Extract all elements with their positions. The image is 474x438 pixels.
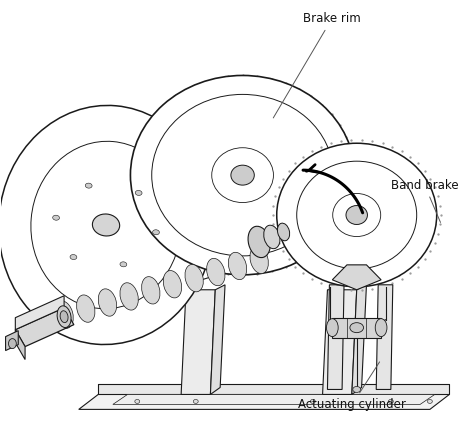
Ellipse shape [135, 399, 140, 403]
Ellipse shape [152, 95, 333, 256]
Ellipse shape [120, 283, 138, 310]
Ellipse shape [163, 271, 182, 298]
Ellipse shape [92, 214, 119, 236]
Ellipse shape [353, 386, 361, 392]
Ellipse shape [70, 254, 77, 260]
Polygon shape [106, 125, 243, 279]
Ellipse shape [135, 191, 142, 195]
Text: Band brake: Band brake [391, 179, 458, 223]
Ellipse shape [98, 289, 117, 316]
Ellipse shape [428, 399, 432, 403]
Ellipse shape [153, 230, 159, 235]
Text: Actuating cylinder: Actuating cylinder [298, 362, 406, 411]
Polygon shape [15, 308, 74, 346]
Ellipse shape [277, 143, 437, 287]
Polygon shape [98, 385, 449, 395]
Polygon shape [210, 285, 225, 395]
Ellipse shape [277, 223, 290, 241]
Ellipse shape [375, 319, 387, 337]
Ellipse shape [142, 277, 160, 304]
Ellipse shape [333, 194, 381, 237]
Ellipse shape [9, 339, 16, 349]
Polygon shape [181, 290, 215, 395]
Ellipse shape [60, 311, 68, 323]
Text: Brake rim: Brake rim [273, 12, 361, 118]
Ellipse shape [185, 265, 203, 292]
Polygon shape [15, 296, 64, 330]
Ellipse shape [248, 226, 270, 258]
Ellipse shape [297, 161, 417, 269]
Ellipse shape [31, 141, 181, 309]
Ellipse shape [130, 75, 355, 275]
Ellipse shape [231, 165, 254, 185]
Polygon shape [328, 285, 344, 389]
Ellipse shape [53, 215, 60, 220]
Ellipse shape [193, 399, 198, 403]
Ellipse shape [388, 399, 393, 403]
Polygon shape [323, 290, 357, 395]
Ellipse shape [0, 106, 213, 345]
Polygon shape [79, 395, 449, 410]
Ellipse shape [120, 262, 127, 267]
Polygon shape [6, 331, 18, 350]
Ellipse shape [346, 205, 367, 225]
Ellipse shape [85, 183, 92, 188]
Polygon shape [15, 330, 25, 360]
Ellipse shape [228, 252, 246, 279]
Polygon shape [352, 285, 366, 395]
Ellipse shape [250, 246, 268, 274]
Ellipse shape [310, 399, 315, 403]
Ellipse shape [264, 225, 280, 249]
Polygon shape [332, 265, 381, 290]
Ellipse shape [212, 148, 273, 202]
Ellipse shape [207, 258, 225, 286]
Polygon shape [113, 395, 435, 404]
Ellipse shape [55, 301, 73, 328]
Polygon shape [376, 285, 393, 389]
Ellipse shape [57, 306, 71, 328]
Ellipse shape [327, 319, 338, 337]
Ellipse shape [77, 295, 95, 322]
Ellipse shape [350, 323, 364, 332]
Polygon shape [332, 318, 381, 338]
